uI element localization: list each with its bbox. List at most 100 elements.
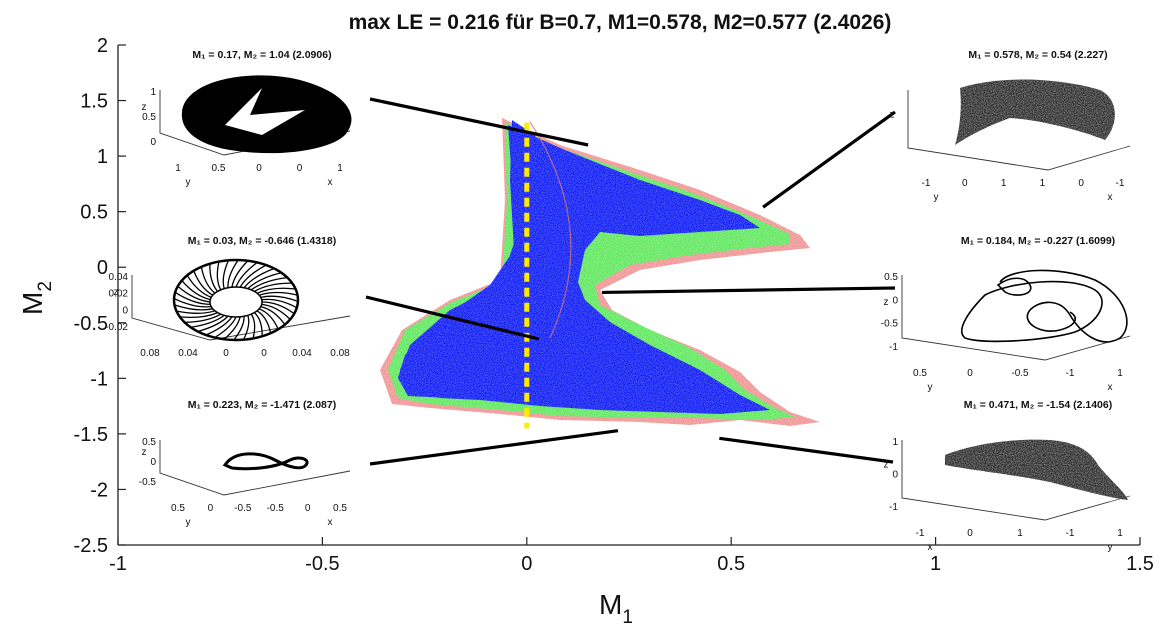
inset-z-tick: 0 xyxy=(892,295,898,306)
y-tick-label: -1 xyxy=(90,368,108,390)
inset-xy-tick: 0.08 xyxy=(140,348,160,359)
inset-xy-tick: 0 xyxy=(1078,178,1084,189)
torus-strand xyxy=(209,263,219,292)
torus-strand xyxy=(233,316,245,341)
inset-z-tick: -1 xyxy=(889,342,898,353)
torus-strand xyxy=(190,314,225,328)
torus-strand xyxy=(231,260,249,288)
inset-xy-tick: 0 xyxy=(305,503,311,514)
inset-xy-tick: 0.5 xyxy=(171,503,185,514)
torus-strand xyxy=(261,298,298,309)
torus-strand xyxy=(181,280,211,301)
inset-axis-frame xyxy=(159,440,351,496)
y-tick-label: -2.5 xyxy=(74,535,108,557)
inset-xy-tick: 0.5 xyxy=(333,503,347,514)
x-tick-label: 0.5 xyxy=(717,553,745,575)
x-axis-label-sub: 1 xyxy=(622,607,633,628)
inset-z-tick: -0.02 xyxy=(105,322,128,333)
torus-strand xyxy=(177,285,211,303)
inset-xy-tick: 0 xyxy=(962,178,968,189)
torus-strand xyxy=(184,313,222,323)
torus-strand xyxy=(200,266,216,294)
inset-xy-tick: -1 xyxy=(916,528,925,539)
torus-strand xyxy=(261,303,291,320)
torus-outer xyxy=(172,258,300,342)
torus-strand xyxy=(214,316,237,339)
inset-z-tick: 0 xyxy=(150,137,156,148)
inset-axis-z: z xyxy=(142,447,147,458)
inset-title: M₁ = 0.03, M₂ = -0.646 (1.4318) xyxy=(188,235,337,247)
inset-xy-tick: -1 xyxy=(922,178,931,189)
connector-middle-left xyxy=(365,295,540,341)
inset-z-tick: 0 xyxy=(150,457,156,468)
inset-z-tick: 0.02 xyxy=(109,289,129,300)
x-tick-label: 0 xyxy=(521,553,532,575)
inset-axis-y: y xyxy=(928,382,933,393)
torus-strand xyxy=(258,308,279,330)
inset-title: M₁ = 0.17, M₂ = 1.04 (2.0906) xyxy=(192,49,331,61)
inset-xy-tick: 0.04 xyxy=(292,348,312,359)
torus-strand xyxy=(197,315,229,333)
torus-strand xyxy=(205,316,233,336)
inset-z-tick: 1 xyxy=(150,87,156,98)
scatter-texture xyxy=(940,436,1130,502)
y-tick-label: 0 xyxy=(97,257,108,279)
x-axis-label-base: M xyxy=(599,589,622,620)
region-grain xyxy=(380,115,825,430)
inset-z-tick: 0.5 xyxy=(142,112,156,123)
x-tick-label: 1.5 xyxy=(1126,553,1154,575)
main-axes xyxy=(117,45,1140,546)
inset-xy-tick: 1 xyxy=(1117,368,1123,379)
torus-strand xyxy=(260,306,286,326)
torus-strand xyxy=(223,316,241,340)
inset-axis-frame xyxy=(907,90,1131,171)
inset-xy-tick: -0.5 xyxy=(234,503,252,514)
inset-xy-tick: 0 xyxy=(256,163,262,174)
connector-top-right xyxy=(762,110,896,209)
torus-strand xyxy=(250,277,288,291)
inset-xy-tick: 1 xyxy=(175,163,181,174)
inset-xy-tick: 0.04 xyxy=(178,348,198,359)
torus-strand xyxy=(256,287,296,294)
y-tick-label: 1 xyxy=(97,146,108,168)
inset-bottom-right: M₁ = 0.471, M₂ = -1.54 (2.1406) 1 0 -1 -1 0 1 -… xyxy=(884,399,1131,553)
torus-inner xyxy=(209,286,263,318)
inset-xy-tick: -0.5 xyxy=(267,503,285,514)
inset-xy-tick: 1 xyxy=(1017,528,1023,539)
curve-boundary xyxy=(529,121,572,339)
inset-xy-tick: 0 xyxy=(261,348,267,359)
inset-xy-tick: -1 xyxy=(1116,178,1125,189)
inset-title: M₁ = 0.471, M₂ = -1.54 (2.1406) xyxy=(964,399,1113,411)
inset-xy-tick: 1 xyxy=(1001,178,1007,189)
inset-title: M₁ = 0.223, M₂ = -1.471 (2.087) xyxy=(188,399,337,411)
torus-strand xyxy=(247,272,282,290)
connector-group xyxy=(365,97,896,466)
inset-z-tick: 1 xyxy=(892,437,898,448)
inset-axis-x: x xyxy=(328,517,333,528)
torus-strand xyxy=(173,297,212,308)
torus-strand xyxy=(243,267,275,289)
torus-strand xyxy=(235,261,258,288)
torus-strand xyxy=(260,295,299,303)
inset-middle-right: M₁ = 0.184, M₂ = -0.227 (1.6099) 0.5 0 -0.5… xyxy=(881,235,1131,393)
inset-z-tick: 0 xyxy=(122,305,128,316)
inset-axis-z: z xyxy=(884,460,889,471)
attractor-ring-shape xyxy=(181,75,352,154)
inset-group: M₁ = 0.17, M₂ = 1.04 (2.0906) 1 0.5 0 1 0.5 0 0… xyxy=(105,49,1131,553)
x-tick-label: -1 xyxy=(109,553,127,575)
torus-strand xyxy=(193,270,214,296)
limit-cycle-shape xyxy=(222,452,309,471)
inset-axis-z: z xyxy=(114,287,119,298)
torus-strand xyxy=(258,291,298,296)
torus-strand xyxy=(174,304,213,311)
inset-axis-z: z xyxy=(142,102,147,113)
inset-axis-x: x xyxy=(1108,192,1113,203)
inset-xy-tick: 1 xyxy=(1040,178,1046,189)
inset-axis-z: z xyxy=(890,110,895,121)
y-tick-label: -1.5 xyxy=(74,424,108,446)
inset-axis-x: x xyxy=(328,177,333,188)
x-axis-label: M1 xyxy=(599,589,633,628)
inset-xy-tick: 0 xyxy=(297,163,303,174)
connector-bottom-left xyxy=(369,429,619,466)
